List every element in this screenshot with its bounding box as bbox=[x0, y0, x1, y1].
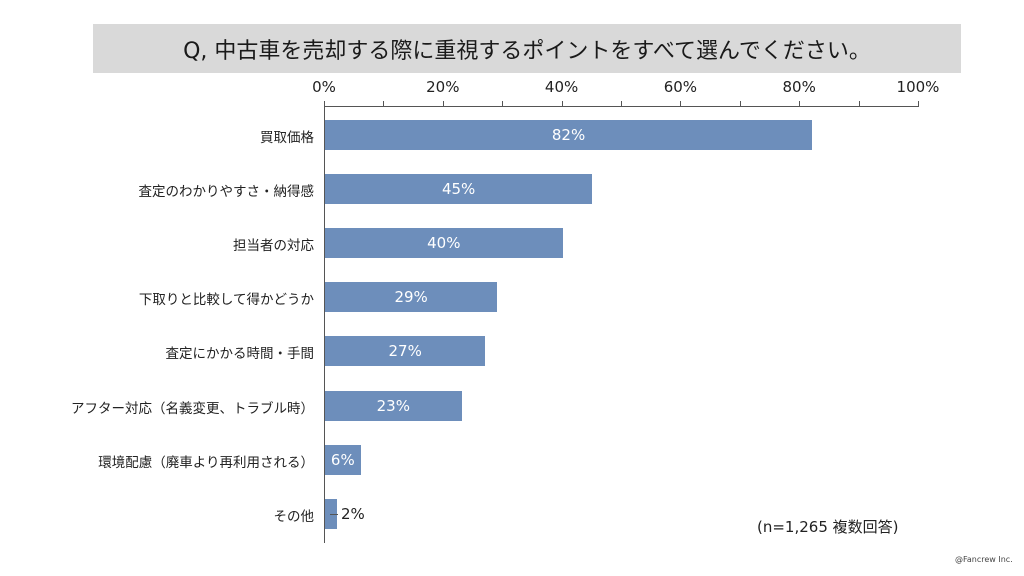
bar: 45% bbox=[325, 174, 593, 205]
bar-value-label: 27% bbox=[388, 342, 422, 361]
x-tick-mark bbox=[324, 101, 325, 107]
x-tick-mark bbox=[739, 101, 741, 107]
bar-value-label: 82% bbox=[551, 126, 586, 144]
bar-value-label: 2% bbox=[341, 504, 365, 523]
x-tick-mark bbox=[858, 101, 860, 107]
bar: 6% bbox=[325, 444, 361, 475]
category-label: 環境配慮（廃車より再利用される） bbox=[98, 454, 314, 471]
x-tick-label: 60% bbox=[663, 78, 698, 96]
x-tick-mark bbox=[680, 101, 682, 107]
category-label: 下取りと比較して得かどうか bbox=[138, 292, 314, 309]
x-tick-mark bbox=[442, 101, 444, 107]
x-tick-label: 40% bbox=[544, 78, 579, 96]
bar-value-label: 29% bbox=[394, 288, 428, 307]
category-label: 査定のわかりやすさ・納得感 bbox=[138, 184, 315, 201]
category-label: 担当者の対応 bbox=[233, 238, 314, 255]
bar: 82% bbox=[325, 120, 813, 150]
x-tick-mark bbox=[502, 101, 504, 107]
bar: 27% bbox=[325, 336, 486, 367]
x-tick-mark bbox=[561, 101, 563, 107]
bar-value-label: 6% bbox=[330, 450, 355, 469]
copyright-credit: @Fancrew Inc. bbox=[955, 555, 1013, 564]
x-tick-mark bbox=[383, 101, 385, 107]
x-tick-label: 0% bbox=[312, 78, 336, 96]
x-tick-label: 80% bbox=[782, 78, 816, 96]
category-label: その他 bbox=[273, 508, 315, 525]
x-tick-label: 20% bbox=[426, 78, 460, 96]
category-label: 査定にかかる時間・手間 bbox=[165, 346, 315, 363]
chart-title-box: Q, 中古車を売却する際に重視するポイントをすべて選んでください。 bbox=[93, 24, 961, 73]
bar-value-label: 45% bbox=[441, 180, 476, 199]
y-axis-line bbox=[324, 106, 325, 543]
category-label: アフター対応（名義変更、トラブル時） bbox=[71, 400, 314, 417]
bar: 29% bbox=[325, 282, 498, 313]
bar-value-label: 23% bbox=[376, 396, 410, 415]
x-tick-mark bbox=[799, 101, 801, 107]
category-label: 買取価格 bbox=[260, 130, 314, 146]
bar: 40% bbox=[325, 228, 563, 259]
x-tick-mark bbox=[621, 101, 622, 107]
leader-line bbox=[330, 513, 338, 515]
bar: 23% bbox=[325, 390, 462, 421]
x-tick-label: 100% bbox=[896, 78, 940, 96]
x-tick-mark bbox=[918, 101, 919, 107]
bar-value-label: 40% bbox=[427, 234, 461, 253]
sample-size-note: (n=1,265 複数回答) bbox=[757, 518, 899, 536]
chart-title: Q, 中古車を売却する際に重視するポイントをすべて選んでください。 bbox=[183, 38, 871, 64]
